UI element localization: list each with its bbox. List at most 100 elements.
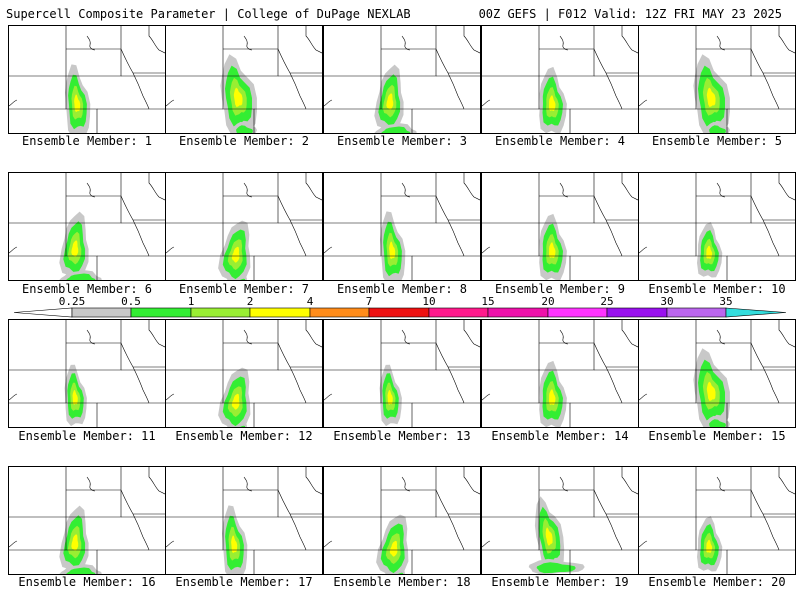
- map-canvas: [9, 467, 165, 574]
- state-border: [9, 99, 18, 107]
- state-border: [401, 35, 411, 51]
- scp-contour: [389, 241, 396, 260]
- scp-contour: [549, 95, 556, 111]
- state-border: [305, 26, 322, 54]
- state-border: [750, 489, 780, 551]
- state-border: [593, 342, 623, 404]
- state-border: [695, 370, 728, 427]
- member-label: Ensemble Member: 15: [648, 429, 786, 443]
- state-border: [482, 540, 491, 548]
- scp-contour: [66, 273, 96, 280]
- state-border: [559, 35, 569, 51]
- state-border: [538, 517, 571, 574]
- member-label: Ensemble Member: 17: [175, 575, 313, 589]
- scp-contour: [240, 278, 246, 280]
- member-label: Ensemble Member: 2: [178, 134, 310, 148]
- colorbar-segment: [190, 307, 251, 318]
- state-border: [401, 182, 411, 198]
- map-panel: [638, 25, 796, 134]
- scp-contour: [389, 540, 398, 557]
- state-border: [695, 76, 728, 133]
- state-border: [222, 517, 255, 574]
- map-panel: [165, 466, 323, 575]
- valid-time: 00Z GEFS | F012 Valid: 12Z FRI MAY 23 20…: [478, 7, 782, 21]
- state-border: [435, 342, 465, 404]
- state-border: [695, 517, 728, 574]
- state-border: [243, 182, 253, 198]
- state-border: [559, 182, 569, 198]
- state-border: [86, 476, 96, 492]
- scp-contour: [71, 240, 79, 257]
- state-border: [148, 26, 165, 54]
- scp-contour: [386, 93, 394, 110]
- state-border: [65, 76, 98, 133]
- colorbar-segment: [309, 307, 370, 318]
- map-canvas: [166, 26, 322, 133]
- state-border: [380, 223, 413, 280]
- state-border: [435, 489, 465, 551]
- map-panel: [638, 466, 796, 575]
- state-border: [65, 223, 98, 280]
- member-label: Ensemble Member: 4: [494, 134, 626, 148]
- state-border: [9, 246, 18, 254]
- chart-title: Supercell Composite Parameter | College …: [6, 7, 411, 21]
- map-panel: [8, 319, 166, 428]
- map-panel: [481, 172, 639, 281]
- state-border: [639, 540, 648, 548]
- state-border: [593, 489, 623, 551]
- state-border: [9, 540, 18, 548]
- state-border: [243, 329, 253, 345]
- state-border: [222, 370, 255, 427]
- map-canvas: [639, 173, 795, 280]
- state-border: [401, 329, 411, 345]
- colorbar-segment: [547, 307, 608, 318]
- map-panel: [481, 319, 639, 428]
- state-border: [538, 223, 571, 280]
- member-label: Ensemble Member: 12: [175, 429, 313, 443]
- state-border: [639, 393, 648, 401]
- state-border: [716, 182, 726, 198]
- map-canvas: [324, 173, 480, 280]
- state-border: [305, 467, 322, 495]
- state-border: [324, 393, 333, 401]
- state-border: [695, 223, 728, 280]
- colorbar-segment: [428, 307, 489, 318]
- map-canvas: [9, 320, 165, 427]
- state-border: [380, 517, 413, 574]
- map-canvas: [639, 467, 795, 574]
- colorbar-tick-label: 0.25: [58, 295, 86, 308]
- state-border: [65, 370, 98, 427]
- member-label: Ensemble Member: 16: [18, 575, 156, 589]
- state-border: [9, 393, 18, 401]
- state-border: [222, 223, 255, 280]
- colorbar-tick-label: 4: [306, 295, 314, 308]
- colorbar-tick-label: 1: [187, 295, 195, 308]
- map-canvas: [482, 26, 638, 133]
- map-panel: [165, 172, 323, 281]
- scp-contour: [709, 419, 726, 427]
- scp-contour: [240, 425, 246, 427]
- state-border: [277, 489, 307, 551]
- scp-contour: [237, 422, 247, 427]
- scp-contour: [545, 527, 553, 546]
- map-panel: [481, 25, 639, 134]
- map-panel: [8, 466, 166, 575]
- state-border: [166, 99, 175, 107]
- state-border: [778, 173, 795, 201]
- member-label: Ensemble Member: 11: [18, 429, 156, 443]
- scp-contour: [231, 393, 240, 410]
- state-border: [380, 370, 413, 427]
- state-border: [222, 76, 255, 133]
- state-border: [166, 393, 175, 401]
- state-border: [243, 476, 253, 492]
- state-border: [463, 467, 480, 495]
- scp-contour: [72, 390, 78, 405]
- map-panel: [165, 319, 323, 428]
- map-panel: [638, 319, 796, 428]
- scp-contour: [706, 87, 716, 108]
- state-border: [401, 476, 411, 492]
- map-panel: [638, 172, 796, 281]
- colorbar-tick-label: 20: [541, 295, 555, 308]
- map-canvas: [639, 26, 795, 133]
- state-border: [86, 329, 96, 345]
